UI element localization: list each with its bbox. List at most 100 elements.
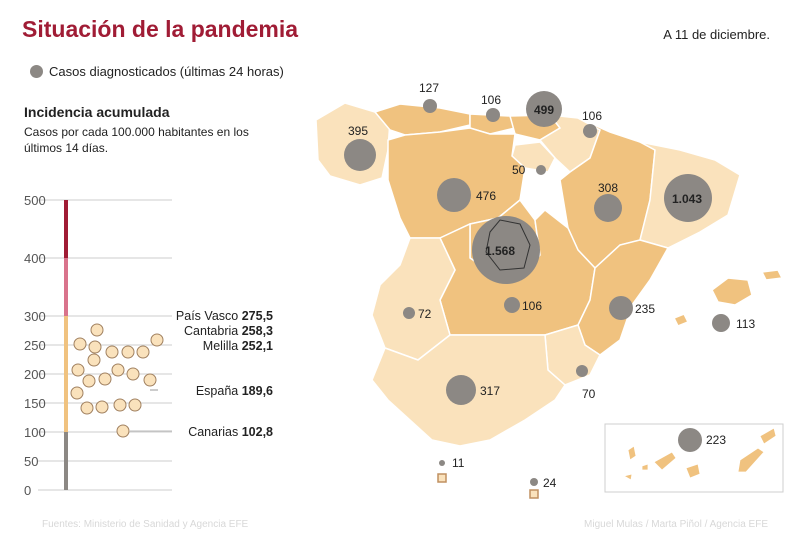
bubble-canarias [678, 428, 702, 452]
legend-label: Casos diagnosticados (últimas 24 horas) [49, 64, 284, 79]
tick-label-500: 500 [24, 193, 46, 208]
label-cataluna: 1.043 [672, 192, 702, 206]
incidence-dot [71, 363, 85, 377]
bubble-galicia [344, 139, 376, 171]
incidence-dot [113, 398, 127, 412]
tick-label-0: 0 [24, 483, 31, 498]
tick-label-300: 300 [24, 309, 46, 324]
incidence-highlights: País Vasco 275,5 Cantabria 258,3 Melilla… [176, 309, 273, 439]
incidence-subtitle: Casos por cada 100.000 habitantes en los… [24, 125, 249, 155]
tick-label-250: 250 [24, 338, 46, 353]
scale-band-low [64, 432, 68, 490]
island-fuerteventura [737, 447, 765, 473]
bubble-madrid [472, 216, 540, 284]
region-cantabria [469, 113, 517, 135]
label-navarra: 106 [582, 109, 602, 123]
madrid-outline [485, 219, 531, 271]
page-title: Situación de la pandemia [22, 16, 299, 42]
region-baleares-menorca [760, 269, 784, 281]
incidence-dot [121, 345, 135, 359]
highlight-name: País Vasco [176, 309, 238, 323]
bubble-la-rioja [536, 165, 546, 175]
svg-text:Cantabria 258,3: Cantabria 258,3 [184, 324, 273, 338]
incidence-dot [88, 340, 102, 354]
scale-band-upper [64, 258, 68, 316]
bubble-murcia [576, 365, 588, 377]
svg-text:Melilla 252,1: Melilla 252,1 [203, 339, 273, 353]
incidence-dot [116, 424, 130, 438]
incidence-dot [95, 400, 109, 414]
incidence-dot [73, 337, 87, 351]
region-melilla [529, 489, 539, 499]
label-murcia: 70 [582, 387, 596, 401]
bubble-castilla-leon [437, 178, 471, 212]
incidence-dot [136, 345, 150, 359]
label-extremadura: 72 [418, 307, 432, 321]
incidence-dot [105, 345, 119, 359]
bubble-cataluna [664, 174, 712, 222]
bubble-extremadura [403, 307, 415, 319]
incidence-dot [150, 333, 164, 347]
tick-label-150: 150 [24, 396, 46, 411]
island-la-gomera [641, 463, 649, 471]
incidence-dot [98, 372, 112, 386]
incidence-dot [70, 386, 84, 400]
scale-band-mid [64, 316, 68, 432]
label-canarias: 223 [706, 433, 726, 447]
island-el-hierro [622, 473, 633, 481]
case-bubbles [344, 91, 730, 486]
scale-band-top [64, 200, 68, 258]
highlight-name: Cantabria [184, 324, 238, 338]
incidence-dot [143, 373, 157, 387]
highlight-value: 252,1 [242, 339, 273, 353]
bubble-legend-icon [30, 65, 43, 78]
label-ceuta: 11 [452, 456, 465, 470]
bubble-valencia [609, 296, 633, 320]
canarias-inset-frame [604, 423, 784, 493]
case-labels: 395 127 106 499 106 50 476 308 1.043 1.5… [348, 81, 755, 490]
bubble-castilla-la-mancha [504, 297, 520, 313]
label-asturias: 127 [419, 81, 439, 95]
label-galicia: 395 [348, 124, 368, 138]
island-gran-canaria [685, 463, 701, 479]
region-ceuta [437, 473, 447, 483]
label-baleares: 113 [736, 317, 755, 331]
label-melilla: 24 [543, 476, 557, 490]
highlight-value: 258,3 [242, 324, 273, 338]
island-la-palma [627, 445, 637, 461]
bubble-baleares [712, 314, 730, 332]
svg-text:España 189,6: España 189,6 [196, 384, 273, 398]
credits-footer: Miguel Mulas / Marta Piñol / Agencia EFE [584, 519, 768, 530]
svg-text:Canarias 102,8: Canarias 102,8 [188, 425, 273, 439]
region-baleares-ibiza [672, 313, 690, 327]
label-cantabria: 106 [481, 93, 501, 107]
bubble-melilla [530, 478, 538, 486]
highlight-value: 275,5 [242, 309, 273, 323]
highlight-value: 102,8 [242, 425, 273, 439]
tick-label-100: 100 [24, 425, 46, 440]
incidence-title: Incidencia acumulada [24, 104, 170, 120]
region-baleares-mallorca [711, 277, 753, 306]
incidence-dot [126, 367, 140, 381]
bubble-pais-vasco [526, 91, 562, 127]
tick-label-200: 200 [24, 367, 46, 382]
highlight-name: Canarias [188, 425, 238, 439]
island-tenerife [653, 451, 677, 471]
bubble-aragon [594, 194, 622, 222]
label-valencia: 235 [635, 302, 655, 316]
label-madrid: 1.568 [485, 244, 515, 258]
label-la-rioja: 50 [512, 163, 526, 177]
incidence-dot [90, 323, 104, 337]
bubble-ceuta [439, 460, 445, 466]
label-pais-vasco: 499 [534, 103, 554, 117]
label-aragon: 308 [598, 181, 618, 195]
highlight-name: España [196, 384, 238, 398]
island-lanzarote [759, 427, 777, 445]
incidence-dot [87, 353, 101, 367]
incidence-dot [128, 398, 142, 412]
label-castilla-leon: 476 [476, 189, 496, 203]
sources-footer: Fuentes: Ministerio de Sanidad y Agencia… [42, 519, 249, 530]
bubble-asturias [423, 99, 437, 113]
bubble-cantabria [486, 108, 500, 122]
